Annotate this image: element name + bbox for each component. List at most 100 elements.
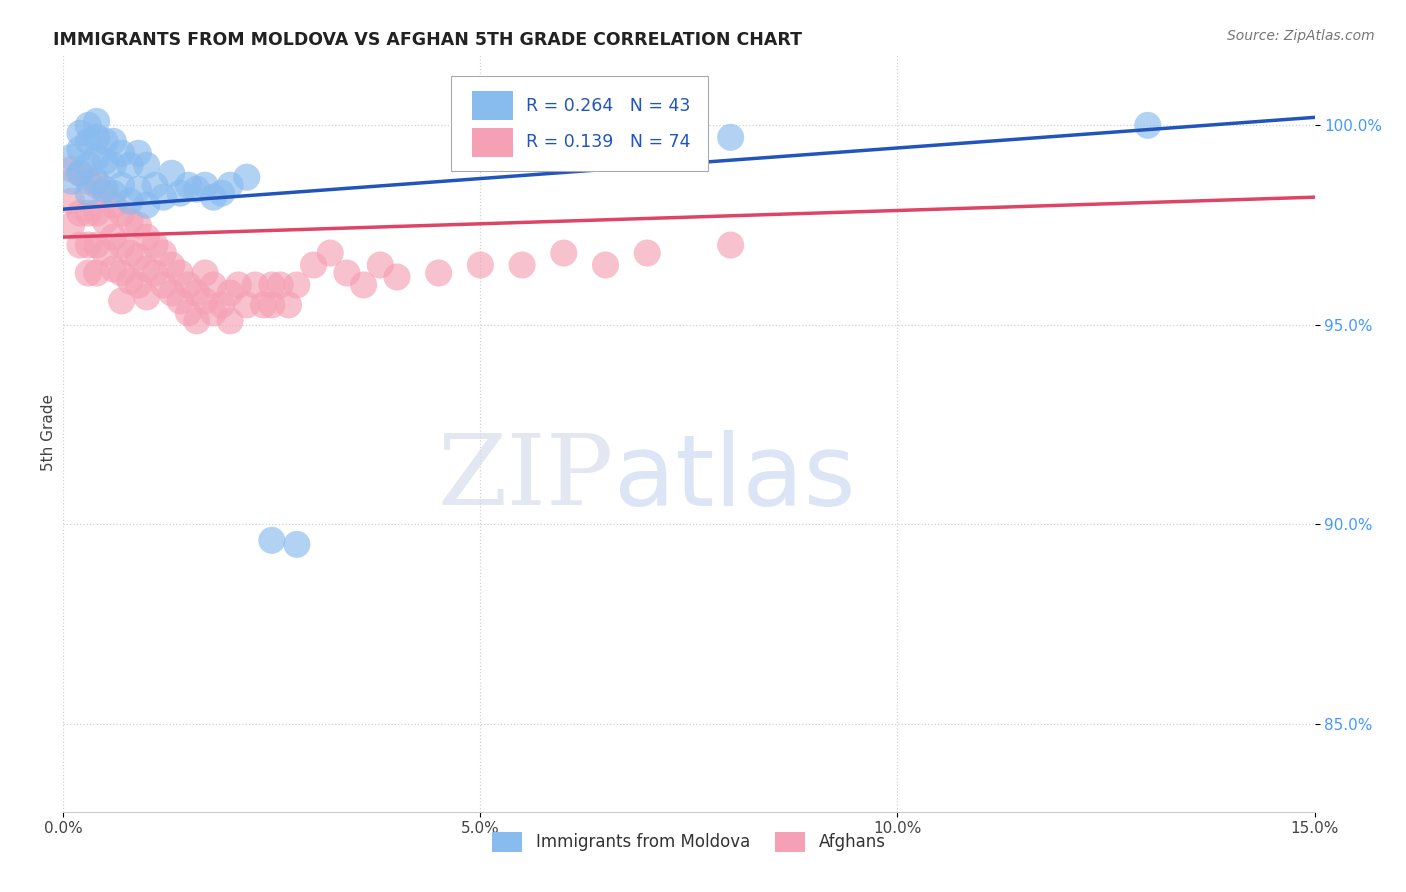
Point xyxy=(720,238,742,252)
Point xyxy=(103,186,125,201)
Point xyxy=(86,266,108,280)
Point xyxy=(336,266,359,280)
Point xyxy=(160,258,183,272)
Point xyxy=(77,186,100,201)
Point xyxy=(60,150,83,164)
Point xyxy=(127,146,149,161)
Point xyxy=(143,178,166,193)
Point xyxy=(127,182,149,196)
Point xyxy=(160,285,183,300)
Point xyxy=(118,194,141,209)
Point xyxy=(94,214,117,228)
Point xyxy=(636,246,658,260)
Point xyxy=(94,154,117,169)
Point xyxy=(77,174,100,188)
Point xyxy=(1136,119,1159,133)
Point xyxy=(177,306,200,320)
Y-axis label: 5th Grade: 5th Grade xyxy=(41,394,56,471)
Point xyxy=(86,178,108,193)
Point xyxy=(260,298,283,312)
Text: atlas: atlas xyxy=(614,430,855,526)
Point xyxy=(86,114,108,128)
Point xyxy=(595,258,617,272)
Point xyxy=(77,158,100,172)
Point xyxy=(152,277,174,292)
Point xyxy=(510,258,533,272)
Text: IMMIGRANTS FROM MOLDOVA VS AFGHAN 5TH GRADE CORRELATION CHART: IMMIGRANTS FROM MOLDOVA VS AFGHAN 5TH GR… xyxy=(53,31,803,49)
Point xyxy=(94,182,117,196)
Point xyxy=(160,166,183,180)
Point xyxy=(103,158,125,172)
Point xyxy=(186,314,208,328)
Text: ZIP: ZIP xyxy=(437,430,614,526)
Point xyxy=(69,166,91,180)
Point xyxy=(260,277,283,292)
Point xyxy=(368,258,391,272)
Point xyxy=(194,266,217,280)
Point xyxy=(219,285,242,300)
Point xyxy=(427,266,450,280)
Point xyxy=(77,134,100,148)
Point xyxy=(103,134,125,148)
Point xyxy=(94,186,117,201)
Point xyxy=(236,170,259,185)
Point xyxy=(103,230,125,244)
Point xyxy=(86,130,108,145)
Point xyxy=(194,178,217,193)
Point xyxy=(169,293,191,308)
Point xyxy=(277,298,299,312)
Point xyxy=(60,162,83,177)
Point xyxy=(152,246,174,260)
Point xyxy=(103,198,125,212)
Point xyxy=(211,186,233,201)
Point xyxy=(118,274,141,288)
Point xyxy=(219,314,242,328)
Point xyxy=(60,174,83,188)
Point xyxy=(152,190,174,204)
Point xyxy=(69,206,91,220)
Point xyxy=(720,130,742,145)
Point xyxy=(186,285,208,300)
Text: R = 0.139   N = 74: R = 0.139 N = 74 xyxy=(526,133,690,152)
Point xyxy=(186,182,208,196)
Point xyxy=(77,266,100,280)
Point xyxy=(111,146,134,161)
Bar xyxy=(472,92,513,120)
Point xyxy=(135,198,157,212)
Point xyxy=(302,258,325,272)
Point xyxy=(252,298,274,312)
Point xyxy=(285,277,308,292)
Point xyxy=(135,262,157,277)
Text: R = 0.264   N = 43: R = 0.264 N = 43 xyxy=(526,97,690,115)
Point xyxy=(553,246,575,260)
Point xyxy=(94,134,117,148)
Point xyxy=(143,266,166,280)
Point xyxy=(77,206,100,220)
Point xyxy=(169,266,191,280)
Point xyxy=(177,178,200,193)
Point xyxy=(228,277,250,292)
Point xyxy=(285,537,308,551)
Point xyxy=(111,266,134,280)
Point xyxy=(260,533,283,548)
Point xyxy=(60,218,83,232)
Point xyxy=(111,238,134,252)
Point xyxy=(111,206,134,220)
Point xyxy=(69,166,91,180)
Text: Source: ZipAtlas.com: Source: ZipAtlas.com xyxy=(1227,29,1375,43)
Point xyxy=(177,277,200,292)
Point xyxy=(127,277,149,292)
Point xyxy=(118,158,141,172)
Point xyxy=(219,178,242,193)
Point xyxy=(103,262,125,277)
Point xyxy=(77,119,100,133)
Point xyxy=(127,218,149,232)
Point xyxy=(69,142,91,156)
Point xyxy=(77,238,100,252)
FancyBboxPatch shape xyxy=(451,77,707,171)
Point xyxy=(319,246,342,260)
Point xyxy=(143,238,166,252)
Point xyxy=(202,190,225,204)
Point xyxy=(353,277,375,292)
Point xyxy=(169,186,191,201)
